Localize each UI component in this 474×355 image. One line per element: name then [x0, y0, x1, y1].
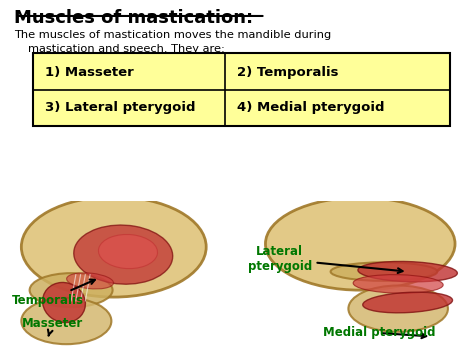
Ellipse shape [67, 273, 113, 289]
Ellipse shape [99, 234, 157, 269]
Ellipse shape [74, 225, 173, 284]
Text: Medial pterygoid: Medial pterygoid [323, 327, 436, 339]
Ellipse shape [348, 285, 448, 332]
Text: Muscles of mastication:: Muscles of mastication: [14, 9, 253, 27]
Ellipse shape [363, 292, 453, 313]
Ellipse shape [265, 197, 455, 290]
Ellipse shape [21, 298, 111, 344]
Text: 4) Medial pterygoid: 4) Medial pterygoid [237, 100, 384, 114]
Text: 3) Lateral pterygoid: 3) Lateral pterygoid [45, 100, 196, 114]
Text: Masseter: Masseter [21, 317, 83, 336]
Text: mastication and speech. They are:: mastication and speech. They are: [28, 44, 225, 54]
Ellipse shape [353, 275, 443, 293]
Ellipse shape [358, 261, 457, 282]
Text: Lateral
pterygoid: Lateral pterygoid [247, 245, 402, 273]
Ellipse shape [29, 273, 112, 307]
Ellipse shape [43, 283, 85, 323]
Ellipse shape [331, 262, 437, 281]
Text: 1) Masseter: 1) Masseter [45, 66, 134, 79]
Text: Temporalis: Temporalis [11, 279, 95, 307]
Bar [33, 53, 450, 126]
Text: 2) Temporalis: 2) Temporalis [237, 66, 338, 79]
Text: The muscles of mastication moves the mandible during: The muscles of mastication moves the man… [14, 30, 331, 40]
Ellipse shape [21, 197, 206, 297]
